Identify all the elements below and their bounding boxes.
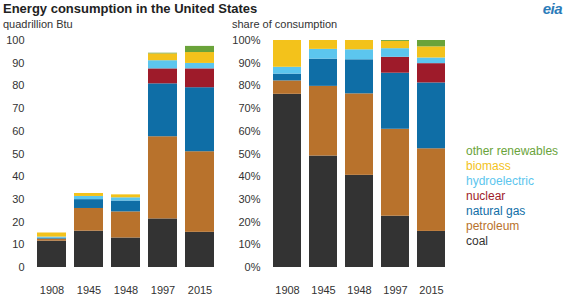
svg-text:30%: 30%: [238, 193, 260, 205]
html-text:hydroelectric: hydroelectric: [466, 174, 534, 188]
svg-text:10%: 10%: [238, 238, 260, 250]
svg-text:1997: 1997: [383, 284, 407, 296]
html-text:petroleum: petroleum: [466, 219, 520, 233]
html-text:nuclear: nuclear: [466, 189, 506, 203]
svg-text:1997: 1997: [151, 284, 175, 296]
html-text:share of consumption: share of consumption: [232, 18, 338, 30]
html-text:natural gas: natural gas: [466, 204, 526, 218]
svg-text:50%: 50%: [238, 148, 260, 160]
svg-text:90%: 90%: [238, 57, 260, 69]
svg-text:70%: 70%: [238, 102, 260, 114]
svg-text:50: 50: [12, 148, 24, 160]
svg-text:2015: 2015: [188, 284, 212, 296]
svg-text:1908: 1908: [275, 284, 299, 296]
svg-text:1945: 1945: [77, 284, 101, 296]
svg-text:1908: 1908: [40, 284, 64, 296]
html-text:coal: coal: [466, 234, 488, 248]
svg-text:0%: 0%: [245, 261, 261, 273]
html-text:other renewables: other renewables: [466, 144, 559, 158]
svg-text:1948: 1948: [347, 284, 371, 296]
svg-text:100: 100: [6, 34, 24, 46]
svg-text:20%: 20%: [238, 216, 260, 228]
svg-text:100%: 100%: [232, 34, 260, 46]
svg-text:80: 80: [12, 79, 24, 91]
html-text:biomass: biomass: [466, 159, 511, 173]
html-text:eia: eia: [542, 0, 562, 17]
svg-text:2015: 2015: [419, 284, 443, 296]
svg-text:90: 90: [12, 57, 24, 69]
svg-text:0: 0: [18, 261, 24, 273]
svg-text:60: 60: [12, 125, 24, 137]
svg-text:40: 40: [12, 170, 24, 182]
svg-text:1948: 1948: [114, 284, 138, 296]
html-text:Energy consumption in the Unit: Energy consumption in the United States: [3, 1, 258, 16]
svg-text:1945: 1945: [311, 284, 335, 296]
html-text:quadrillion Btu: quadrillion Btu: [3, 18, 73, 30]
svg-text:70: 70: [12, 102, 24, 114]
svg-text:80%: 80%: [238, 79, 260, 91]
svg-text:40%: 40%: [238, 170, 260, 182]
svg-text:60%: 60%: [238, 125, 260, 137]
svg-text:10: 10: [12, 238, 24, 250]
svg-text:20: 20: [12, 216, 24, 228]
svg-text:30: 30: [12, 193, 24, 205]
